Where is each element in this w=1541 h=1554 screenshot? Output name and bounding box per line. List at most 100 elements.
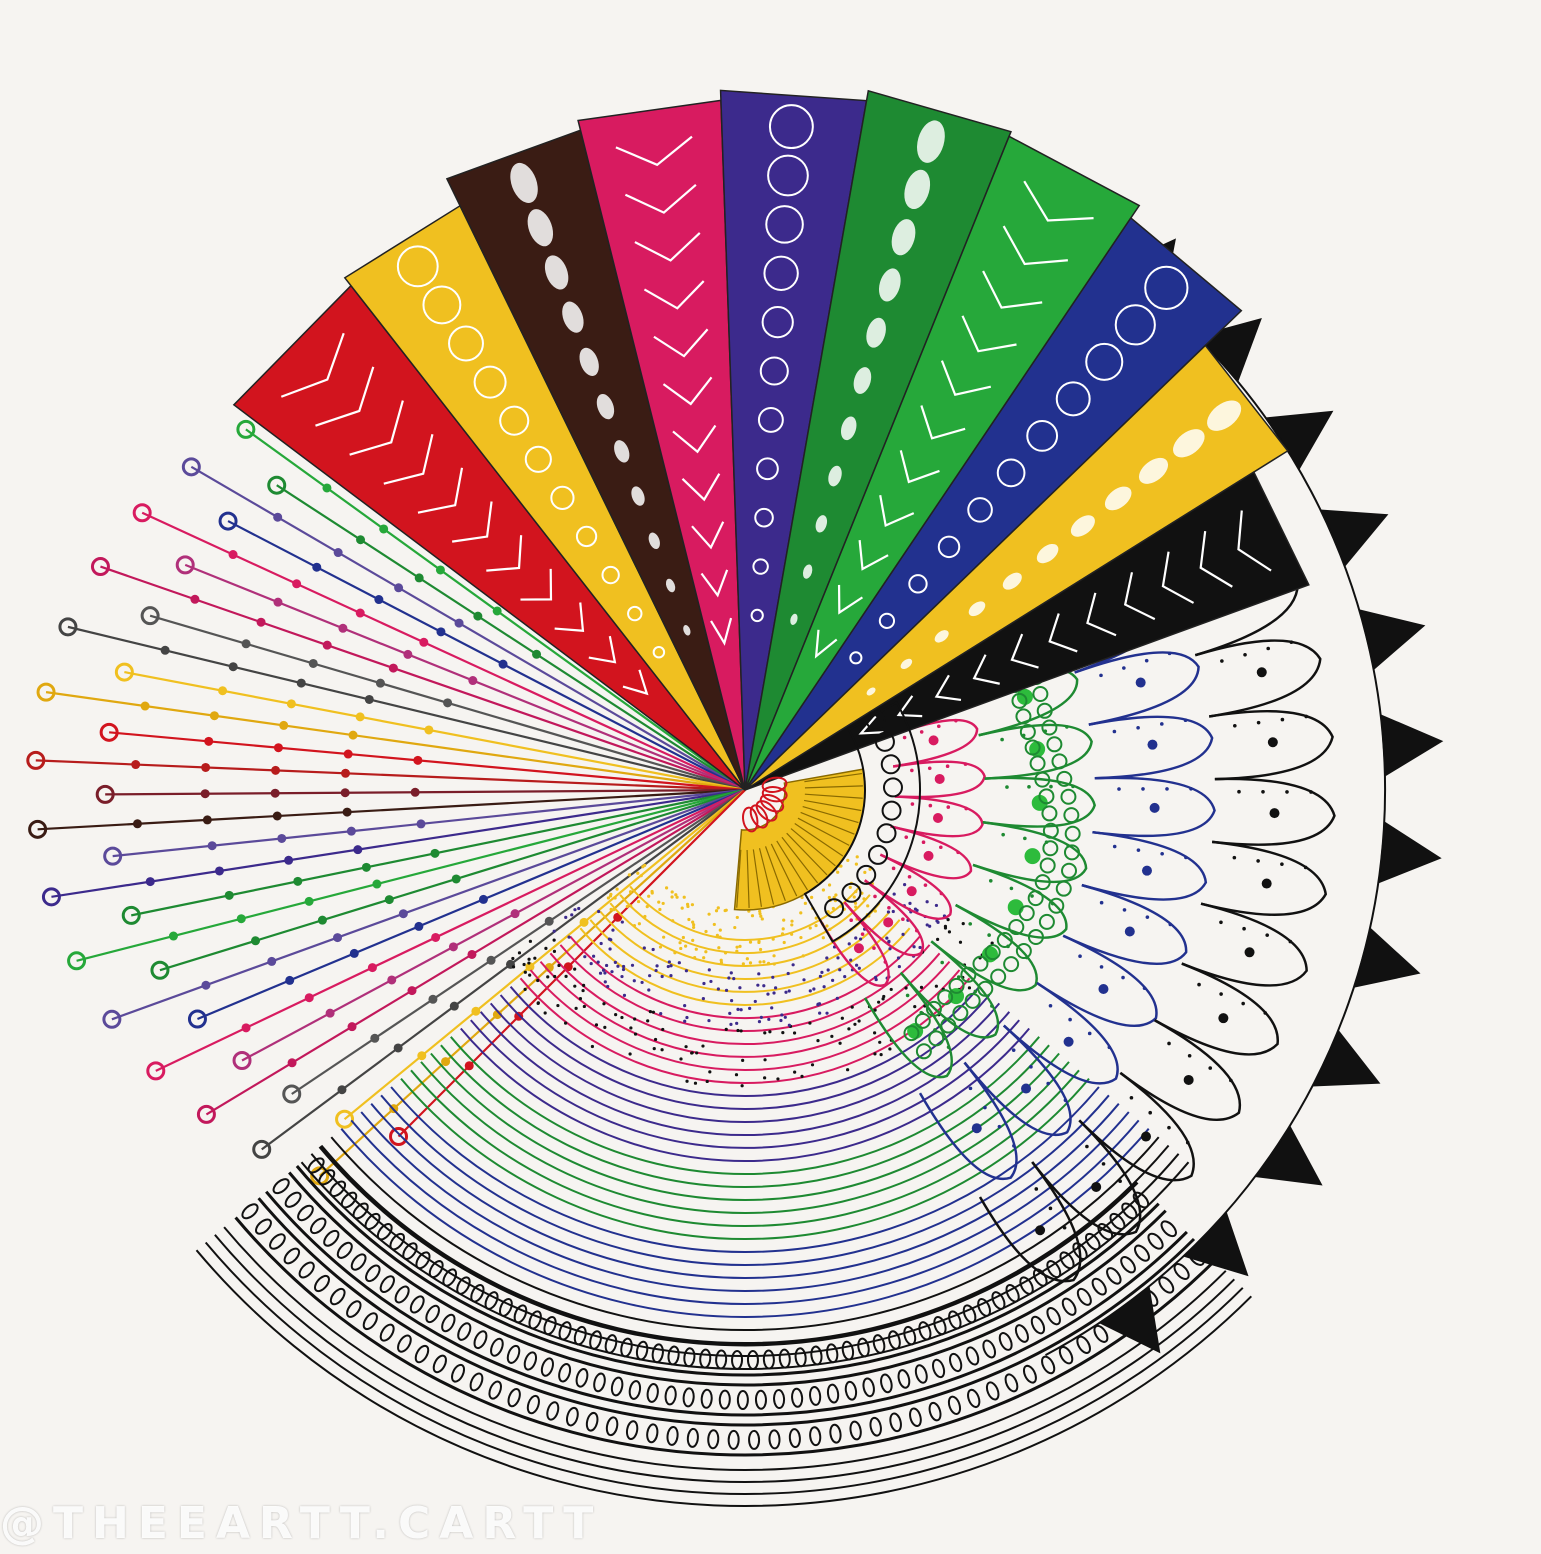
pin-ray-dot <box>161 646 170 655</box>
stipple-dot <box>749 940 752 943</box>
petal-stipple <box>998 1125 1002 1129</box>
stipple-dot <box>746 957 749 960</box>
petal-stipple <box>1100 901 1104 905</box>
petal-stipple <box>1263 1011 1267 1015</box>
petal-stipple <box>1012 1048 1016 1052</box>
stipple-dot <box>882 995 885 998</box>
stipple-dot <box>828 928 831 931</box>
petal-stipple <box>1049 785 1053 789</box>
stipple-dot <box>880 1053 883 1056</box>
stipple-dot <box>603 1026 606 1029</box>
stipple-dot <box>730 971 733 974</box>
petal-stipple <box>1160 852 1164 856</box>
stipple-dot <box>669 974 672 977</box>
petal-stipple <box>1064 1098 1068 1102</box>
stipple-dot <box>854 936 857 939</box>
pin-ray-dot <box>376 679 385 688</box>
stipple-dot <box>556 1004 559 1007</box>
pin-ray-dot <box>309 659 318 668</box>
petal-stipple <box>1304 866 1308 870</box>
petal-stipple <box>1145 659 1149 663</box>
stipple-dot <box>567 936 570 939</box>
stipple-dot <box>756 984 759 987</box>
stipple-dot <box>854 905 857 908</box>
stipple-dot <box>707 1019 710 1022</box>
pin-ray-dot <box>414 922 423 931</box>
stipple-dot <box>691 903 694 906</box>
pin-ray-dot <box>450 1002 459 1011</box>
petal-stipple <box>1160 722 1164 726</box>
stipple-dot <box>787 972 790 975</box>
stipple-dot <box>847 1027 850 1030</box>
stipple-dot <box>690 1051 693 1054</box>
stipple-dot <box>679 947 682 950</box>
stipple-dot <box>735 946 738 949</box>
stipple-dot <box>647 895 650 898</box>
pin-ray-dot <box>487 956 496 965</box>
petal-stipple <box>956 851 960 855</box>
stipple-dot <box>761 917 764 920</box>
petal-dot <box>1262 879 1272 889</box>
stipple-dot <box>608 947 611 950</box>
stipple-dot <box>830 1035 833 1038</box>
pin-ray-dot <box>374 595 383 604</box>
stipple-dot <box>799 936 802 939</box>
stipple-dot <box>628 1052 631 1055</box>
stipple-dot <box>626 905 629 908</box>
petal-stipple <box>1233 856 1237 860</box>
stipple-dot <box>669 964 672 967</box>
stipple-dot <box>903 883 906 886</box>
stipple-dot <box>898 965 901 968</box>
petal-stipple <box>939 845 943 849</box>
stipple-dot <box>706 1080 709 1083</box>
petal-stipple <box>946 805 950 809</box>
stipple-dot <box>640 981 643 984</box>
stipple-dot <box>616 965 619 968</box>
pin-ray-dot <box>413 756 422 765</box>
stipple-dot <box>770 1006 773 1009</box>
pin-ray-dot <box>416 819 425 828</box>
stipple-dot <box>717 946 720 949</box>
petal-stipple <box>901 917 905 921</box>
petal-stipple <box>1167 1126 1171 1130</box>
stipple-dot <box>564 1022 567 1025</box>
stipple-dot <box>841 1017 844 1020</box>
petal-stipple <box>1219 992 1223 996</box>
pin-ray-dot <box>408 986 417 995</box>
stipple-dot <box>600 942 603 945</box>
stipple-dot <box>575 1007 578 1010</box>
petal-stipple <box>1012 1144 1016 1148</box>
pin-ray-dot <box>277 834 286 843</box>
stipple-dot <box>802 978 805 981</box>
petal-stipple <box>954 719 958 723</box>
stipple-dot <box>702 982 705 985</box>
petal-stipple <box>1121 976 1125 980</box>
pin-ray-dot <box>273 598 282 607</box>
petal-stipple <box>1102 1162 1106 1166</box>
pin-ray-dot <box>356 609 365 618</box>
stipple-dot <box>944 925 947 928</box>
petal-dot <box>1091 1182 1101 1192</box>
pin-ray-dot <box>431 933 440 942</box>
petal-dot <box>1024 848 1040 864</box>
petal-stipple <box>1029 1065 1033 1069</box>
stipple-dot <box>735 1022 738 1025</box>
stipple-dot <box>859 937 862 940</box>
stipple-dot <box>799 911 802 914</box>
pin-ray-dot <box>419 638 428 647</box>
pin-ray-dot <box>204 737 213 746</box>
pin-ray-dot <box>292 579 301 588</box>
stipple-dot <box>790 920 793 923</box>
pin-ray-dot <box>337 1085 346 1094</box>
petal-stipple <box>1099 674 1103 678</box>
stipple-dot <box>661 1028 664 1031</box>
stipple-dot <box>918 946 921 949</box>
petal-dot <box>1245 947 1255 957</box>
pin-ray-dot <box>471 1007 480 1016</box>
stipple-dot <box>920 986 923 989</box>
pin-ray-dot <box>343 808 352 817</box>
stipple-dot <box>654 1038 657 1041</box>
pin-ray-dot <box>347 827 356 836</box>
petal-stipple <box>908 875 912 879</box>
